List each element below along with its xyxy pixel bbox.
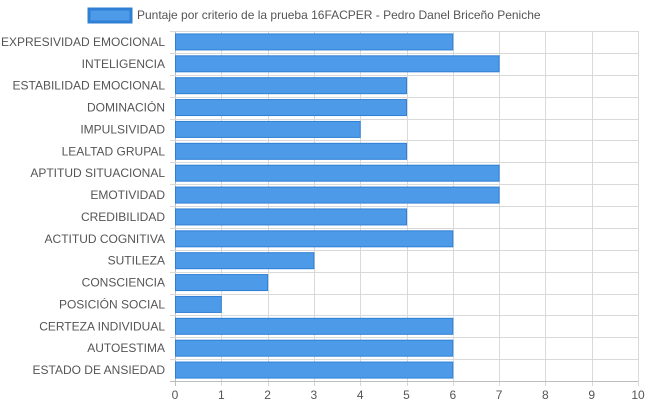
bar-6[interactable]	[175, 164, 500, 182]
category-label-12: POSICIÓN SOCIAL	[59, 296, 165, 311]
category-label-2: ESTABILIDAD EMOCIONAL	[13, 79, 166, 93]
bar-2[interactable]	[175, 77, 407, 95]
category-label-4: IMPULSIVIDAD	[80, 122, 165, 136]
bar-5[interactable]	[175, 142, 407, 160]
bar-11[interactable]	[175, 274, 269, 292]
legend-swatch[interactable]	[87, 7, 133, 24]
bar-12[interactable]	[175, 295, 222, 313]
category-label-13: CERTEZA INDIVIDUAL	[39, 319, 165, 333]
bar-15[interactable]	[175, 361, 454, 379]
grid-lines	[170, 31, 639, 386]
category-labels: EXPRESIVIDAD EMOCIONAL INTELIGENCIA ESTABI…	[1, 35, 165, 377]
category-label-3: DOMINACIÓN	[87, 100, 165, 115]
x-tick-label-2: 2	[264, 388, 271, 402]
category-label-6: APTITUD SITUACIONAL	[30, 166, 165, 180]
x-tick-label-3: 3	[311, 388, 318, 402]
legend[interactable]: Puntaje por criterio de la prueba 16FACP…	[87, 7, 541, 24]
bar-13[interactable]	[175, 317, 454, 335]
x-tick-label-9: 9	[588, 388, 595, 402]
x-tick-label-7: 7	[496, 388, 503, 402]
bar-0[interactable]	[175, 33, 454, 51]
bar-10[interactable]	[175, 252, 315, 270]
bar-14[interactable]	[175, 339, 454, 357]
category-label-1: INTELIGENCIA	[82, 57, 165, 71]
category-label-11: CONSCIENCIA	[82, 276, 165, 290]
x-tick-label-6: 6	[449, 388, 456, 402]
bar-7[interactable]	[175, 186, 500, 204]
bar-4[interactable]	[175, 120, 361, 138]
category-label-0: EXPRESIVIDAD EMOCIONAL	[1, 35, 165, 49]
category-label-15: ESTADO DE ANSIEDAD	[33, 363, 166, 377]
category-label-7: EMOTIVIDAD	[90, 188, 165, 202]
category-label-8: CREDIBILIDAD	[81, 210, 165, 224]
x-tick-label-10: 10	[631, 388, 645, 402]
x-tick-label-1: 1	[218, 388, 225, 402]
category-label-5: LEALTAD GRUPAL	[62, 144, 166, 158]
x-tick-label-4: 4	[357, 388, 364, 402]
category-label-9: ACTITUD COGNITIVA	[45, 232, 165, 246]
bar-3[interactable]	[175, 99, 407, 117]
bar-9[interactable]	[175, 230, 454, 248]
bars	[175, 33, 500, 379]
x-tick-label-0: 0	[172, 388, 179, 402]
x-axis-tick-labels: 0 1 2 3 4 5 6 7 8 9 10	[172, 388, 645, 402]
bar-8[interactable]	[175, 208, 407, 226]
category-label-10: SUTILEZA	[108, 254, 165, 268]
x-tick-label-5: 5	[403, 388, 410, 402]
x-tick-label-8: 8	[542, 388, 549, 402]
legend-label[interactable]: Puntaje por criterio de la prueba 16FACP…	[137, 8, 541, 22]
bar-1[interactable]	[175, 55, 500, 73]
category-label-14: AUTOESTIMA	[87, 341, 165, 355]
